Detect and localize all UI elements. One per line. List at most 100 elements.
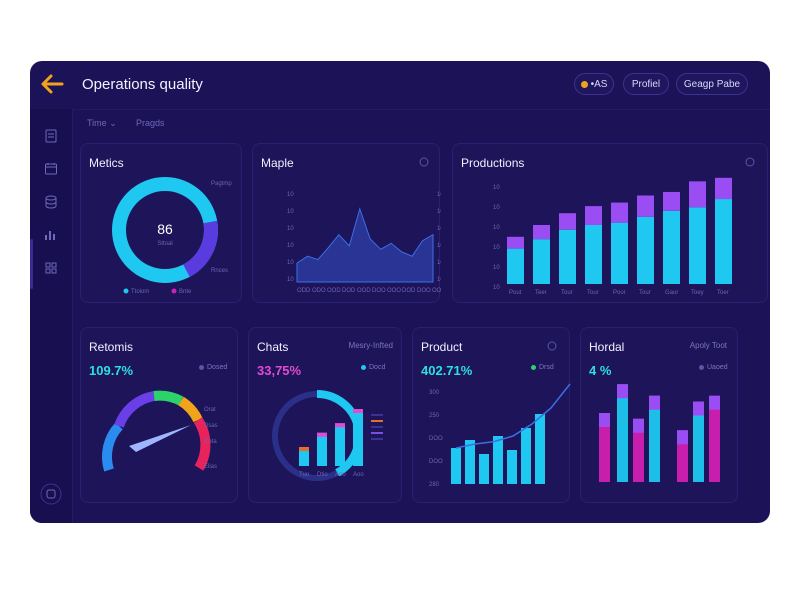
y-tick-label-left: 10	[287, 192, 294, 198]
chats-bar	[317, 432, 327, 466]
x-tick-label: Aoo	[353, 472, 364, 478]
chevron-icon[interactable]	[745, 157, 755, 167]
gauge-segment-blue	[102, 422, 123, 472]
product-title: Product	[421, 340, 463, 354]
x-tick-label: Dtio	[317, 472, 328, 478]
y-tick-label-right: 10	[437, 277, 441, 283]
x-tick-label: DOO	[417, 288, 431, 294]
bar-purple	[559, 213, 576, 230]
maple-title: Maple	[261, 156, 294, 170]
product-bar-chart: 300 250 DOO DOO 280	[429, 383, 571, 488]
back-arrow-icon[interactable]	[40, 73, 64, 95]
x-tick-label: Tour	[587, 290, 599, 296]
chats-mini-legend	[371, 414, 383, 440]
y-tick-label: 10	[493, 285, 500, 291]
x-tick-label: OOO	[387, 288, 401, 294]
hordal-bar-cap	[709, 395, 720, 410]
hordal-bar	[617, 384, 628, 482]
x-tick-label: Poor	[613, 290, 626, 296]
x-tick-label: OOO	[432, 288, 441, 294]
status-dot-icon	[580, 80, 588, 88]
profile-button[interactable]: Profiel	[623, 73, 669, 95]
page-button[interactable]: Geagp Pabe	[676, 73, 748, 95]
gauge-label-3: Ceta	[204, 439, 217, 445]
returns-legend: Dosed	[199, 364, 227, 371]
secondary-filter[interactable]: Pragds	[136, 118, 165, 128]
gauge-label-2: Dsas	[204, 423, 218, 429]
y-tick-label-left: 10	[287, 226, 294, 232]
y-tick-label-left: 10	[287, 277, 294, 283]
y-tick-label: 300	[429, 390, 440, 396]
legend-dot	[361, 364, 366, 370]
hordal-bar	[677, 430, 688, 482]
x-tick-label: Teer	[535, 290, 547, 296]
product-value: 402.71%	[421, 363, 473, 378]
chats-legend: Docd	[361, 364, 385, 371]
x-tick-label: OOD	[327, 288, 341, 294]
y-tick-label-right: 10	[437, 209, 441, 215]
area-series	[296, 207, 434, 283]
product-bar	[507, 450, 517, 484]
chats-bar-cap	[299, 447, 309, 451]
x-tick-label: Tour	[639, 290, 651, 296]
legend-label-2: Bnte	[179, 289, 192, 295]
chart-icon[interactable]	[44, 228, 58, 242]
y-tick-label: 10	[493, 185, 500, 191]
product-bar	[493, 436, 503, 484]
database-icon[interactable]	[44, 195, 58, 209]
hordal-card: Hordal Apoly Toot 4 % Uaoed	[580, 327, 738, 503]
y-tick-label: DOO	[429, 459, 443, 465]
legend-dot	[699, 364, 704, 370]
y-tick-label: 10	[493, 245, 500, 251]
time-filter[interactable]: Time ⌄	[87, 118, 117, 128]
y-tick-label-right: 10	[437, 226, 441, 232]
returns-title: Retomis	[89, 340, 134, 354]
bar-purple	[663, 191, 680, 211]
hordal-bar-cap	[677, 430, 688, 445]
donut-center-value: 86	[157, 221, 173, 237]
y-tick-label: 10	[493, 225, 500, 231]
product-card: Product 402.71% Drsd 300 250 DOO DOO 280	[412, 327, 571, 503]
bar-purple	[533, 225, 550, 240]
chats-bar	[335, 423, 345, 466]
bar-purple	[715, 177, 732, 200]
hordal-title: Hordal	[589, 340, 625, 354]
hordal-subtitle: Apoly Toot	[689, 341, 727, 350]
info-icon[interactable]	[419, 157, 429, 167]
info-icon[interactable]	[547, 341, 557, 351]
x-tick-label: DOD	[402, 288, 416, 294]
sidebar-active-marker	[30, 239, 33, 289]
chats-value: 33,75%	[257, 363, 302, 378]
bar-cyan	[689, 207, 706, 284]
status-pill[interactable]: •AS	[574, 73, 614, 95]
hordal-bar-cap	[693, 401, 704, 416]
productions-title: Productions	[461, 156, 525, 170]
chevron-down-icon: ⌄	[109, 118, 117, 128]
chats-bar-cap	[353, 409, 363, 413]
hordal-bar	[633, 418, 644, 482]
productions-card: Productions 10 10 10 10 10 10 Pout Teer Tour Tour…	[452, 143, 768, 303]
y-tick-label-left: 10	[287, 243, 294, 249]
legend-dot	[531, 364, 536, 370]
bar-cyan	[715, 199, 732, 284]
page-title: Operations quality	[82, 76, 203, 93]
product-legend: Drsd	[531, 364, 554, 371]
gauge-segment-purple	[114, 391, 156, 428]
chats-bar-cap	[335, 423, 345, 428]
grid-icon[interactable]	[44, 261, 58, 275]
product-trend-line	[455, 383, 571, 449]
x-tick-label: ODO	[312, 288, 326, 294]
x-tick-label: DOD	[342, 288, 356, 294]
calendar-icon[interactable]	[44, 162, 58, 176]
gauge-segment-green	[153, 390, 184, 406]
product-bar	[521, 428, 531, 484]
y-tick-label-left: 10	[287, 260, 294, 266]
gauge-label-1: Orat	[204, 407, 216, 413]
document-icon[interactable]	[44, 129, 58, 143]
product-bar	[479, 454, 489, 484]
y-tick-label-right: 10	[437, 260, 441, 266]
y-tick-label: 250	[429, 413, 440, 419]
chats-bar	[353, 409, 363, 466]
x-tick-label: Pout	[509, 290, 522, 296]
settings-icon[interactable]	[40, 483, 62, 505]
